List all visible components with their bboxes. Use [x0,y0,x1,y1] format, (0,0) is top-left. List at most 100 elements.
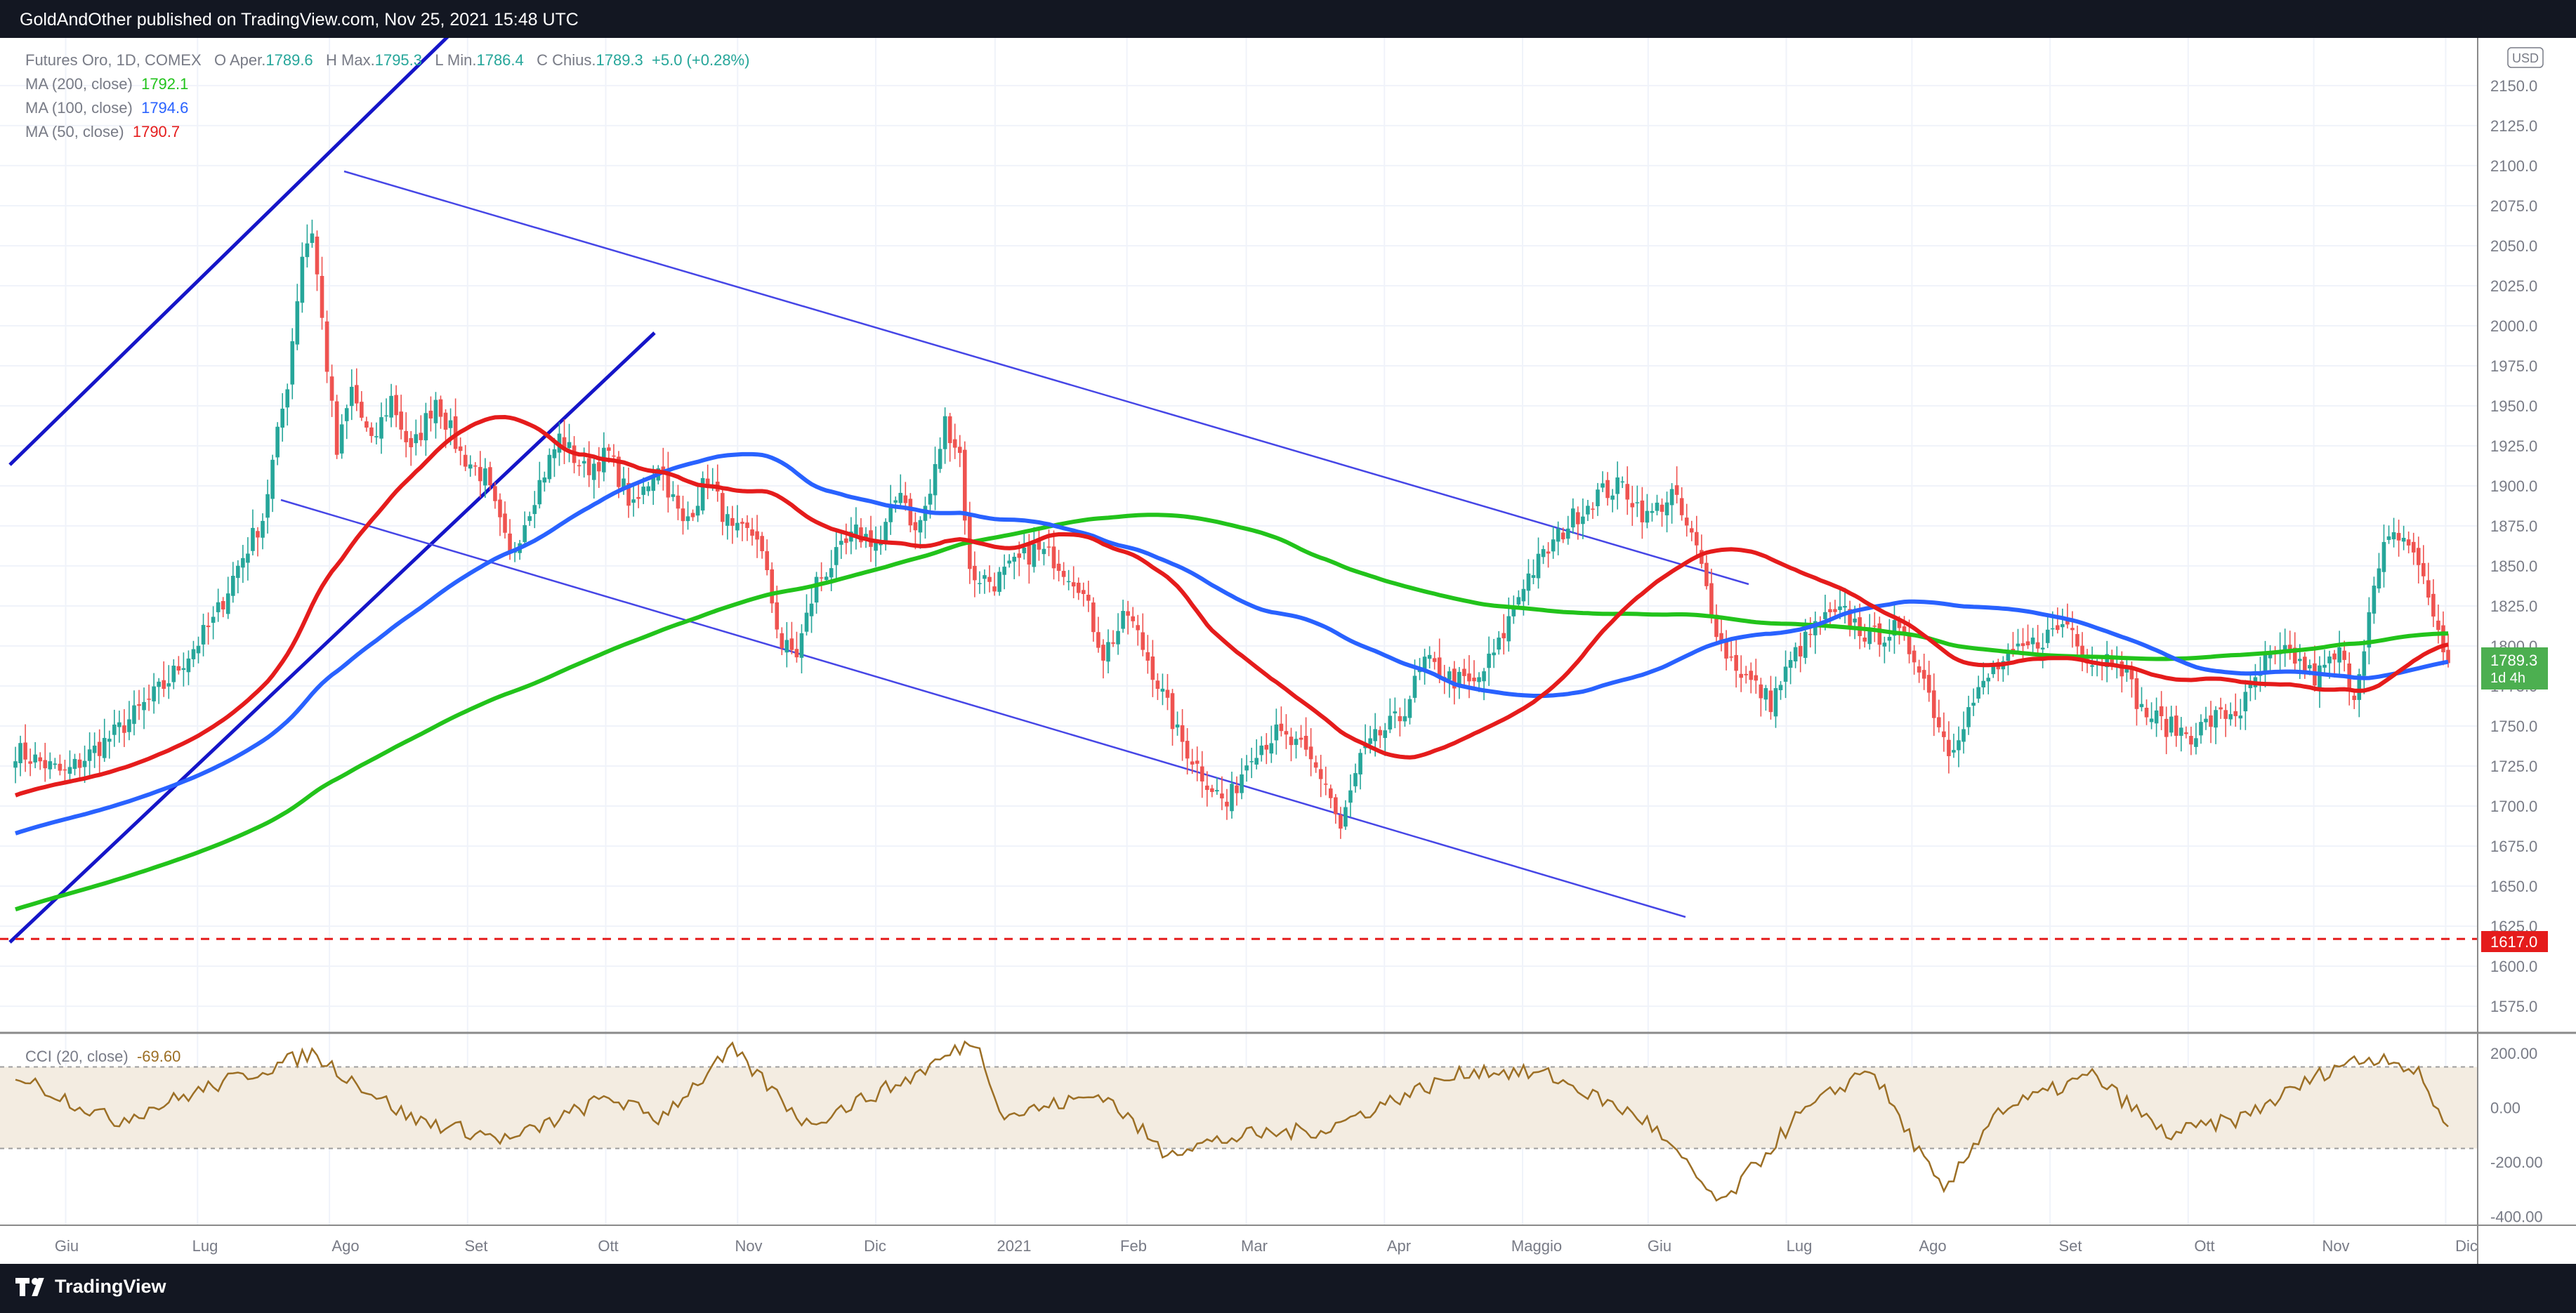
candle-body [542,477,547,483]
candle-body [1121,611,1125,629]
candle [2040,633,2045,668]
candle-body [1586,506,1590,515]
candle-body [320,275,324,318]
candle-body [938,449,942,469]
candle [1066,569,1071,590]
candle [290,328,295,400]
candle [1259,736,1264,762]
candle [191,640,196,668]
candle-body [1793,647,1798,661]
candle-body [1926,675,1931,693]
candle [1957,726,1961,767]
candle [918,516,923,549]
candle-body [2144,708,2149,718]
candle-body [1378,730,1383,736]
candle-body [2441,625,2445,652]
candle [2228,702,2233,726]
candle [503,501,507,539]
cci-tick-label: -400.00 [2490,1208,2543,1225]
symbol-label: Futures Oro, 1D, COMEX [25,51,202,69]
candle-body [1576,512,1580,524]
candle-body [310,233,315,243]
candle-body [28,761,32,764]
candle [676,484,681,520]
candle [419,415,423,447]
candle [854,507,858,550]
candle [2174,706,2179,747]
candle [1086,581,1091,612]
candle-body [404,430,409,442]
candle [334,395,339,459]
candle [1912,645,1917,675]
candle [310,219,315,248]
symbol-legend[interactable]: Futures Oro, 1D, COMEX O Aper.1789.6 H M… [25,51,749,70]
candle [1254,739,1259,770]
price-tick-label: 1875.0 [2490,517,2537,535]
cci-label: CCI (20, close) [25,1048,129,1065]
candle [329,364,334,417]
tradingview-logo[interactable]: TradingView [15,1275,166,1298]
candle-body [1027,545,1032,565]
candle-body [433,400,438,423]
candle-body [2016,643,2020,647]
candle-body [349,386,354,407]
candle-body [1650,510,1655,513]
candle [1116,613,1120,655]
candle-body [1511,609,1516,616]
candle-body [1778,685,1783,690]
month-label: Nov [735,1237,762,1255]
candle [963,441,967,535]
ma200-value: 1792.1 [141,75,189,93]
candle-body [2154,710,2159,724]
candle [77,753,82,781]
candle [1150,640,1155,697]
candle [384,398,388,422]
candle [765,539,769,576]
candle-body [1422,656,1427,669]
candle-body [409,437,414,447]
candle-body [1393,711,1398,714]
candle-body [874,540,878,551]
candle [1511,595,1516,624]
candle-body [1565,528,1570,539]
candle [1126,600,1130,635]
candle-body [265,494,270,518]
candle-body [1032,543,1037,567]
candle-body [1002,567,1006,575]
cci-legend[interactable]: CCI (20, close) -69.60 [25,1048,180,1066]
candle [2154,697,2159,737]
ma50-legend[interactable]: MA (50, close) 1790.7 [25,123,180,141]
candle [1516,590,1521,608]
open-label: Aper. [230,51,266,69]
candle [132,690,136,736]
candle [1323,766,1328,796]
candle-body [1605,480,1610,499]
publisher-bar: GoldAndOther published on TradingView.co… [0,0,2576,38]
price-chart[interactable]: 1575.01600.01625.01650.01675.01700.01725… [0,38,2576,1264]
candle-body [1116,631,1120,645]
candle-body [1754,675,1759,681]
candle [157,678,161,704]
currency-badge[interactable]: USD [2507,47,2544,68]
candle-body [1373,729,1377,741]
candle-body [1957,740,1961,751]
candle-body [562,437,567,451]
candle-body [364,421,369,428]
ma100-legend[interactable]: MA (100, close) 1794.6 [25,99,188,117]
candle [1492,639,1496,668]
ma200-legend[interactable]: MA (200, close) 1792.1 [25,75,188,93]
candle [1051,530,1056,580]
candle [324,310,329,383]
candle-body [725,514,730,526]
candle [695,487,700,522]
candle [2144,699,2149,725]
candle [1294,731,1299,759]
candle-body [537,480,542,505]
candle-body [1591,508,1595,510]
candle-body [117,722,121,727]
candle-body [483,468,487,486]
candle-body [834,547,839,565]
candle-body [908,499,913,526]
candle [1778,681,1783,700]
candle [2243,680,2248,730]
